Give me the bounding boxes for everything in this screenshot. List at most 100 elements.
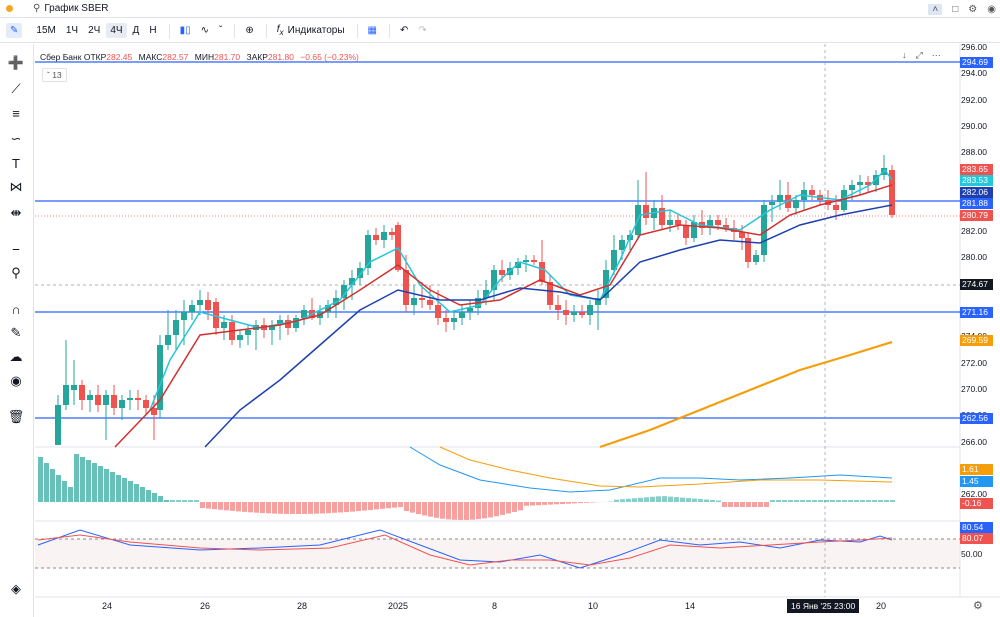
price-tick: 266.00 bbox=[961, 436, 987, 447]
macd-bar bbox=[332, 502, 337, 513]
compare-icon[interactable]: ⊕ bbox=[245, 25, 254, 36]
indicators-toggle[interactable]: ˇ 13 bbox=[42, 68, 67, 82]
forecast-icon[interactable]: ⇼ bbox=[10, 205, 22, 220]
macd-bar bbox=[296, 502, 301, 514]
settings-icon[interactable]: ⚙ bbox=[968, 3, 978, 15]
macd-bar bbox=[182, 500, 187, 502]
undo-icon[interactable]: ↶ bbox=[399, 25, 409, 36]
interval-week[interactable]: Н bbox=[149, 25, 157, 36]
candle-body bbox=[809, 190, 815, 195]
candle-body bbox=[157, 345, 163, 410]
candle-body bbox=[659, 208, 665, 225]
macd-bar bbox=[104, 469, 109, 502]
trash-icon[interactable]: 🗑 bbox=[7, 409, 25, 424]
crosshair-icon[interactable]: ➕ bbox=[7, 55, 25, 70]
macd-tag: -0.16 bbox=[960, 498, 993, 509]
macd-bar bbox=[470, 502, 475, 520]
chevron-down-icon[interactable]: ˇ bbox=[218, 25, 223, 36]
macd-bar bbox=[62, 481, 67, 502]
chart-canvas[interactable] bbox=[35, 44, 1000, 617]
divider bbox=[234, 23, 236, 38]
macd-bar bbox=[584, 502, 589, 503]
candle-body bbox=[277, 320, 283, 325]
collapse-icon[interactable]: ˄ bbox=[928, 3, 943, 15]
macd-bar bbox=[824, 500, 829, 502]
macd-bar bbox=[542, 502, 547, 505]
settings-icon[interactable]: ⚙ bbox=[973, 600, 983, 612]
macd-bar bbox=[722, 502, 727, 507]
chart-area[interactable] bbox=[35, 44, 1000, 617]
macd-bar bbox=[170, 500, 175, 502]
macd-bar bbox=[374, 502, 379, 510]
window-icon[interactable]: □ bbox=[952, 3, 959, 15]
search-icon[interactable]: ⚲ bbox=[33, 3, 41, 14]
interval-4h[interactable]: 4Ч bbox=[106, 23, 127, 38]
interval-15m[interactable]: 15M bbox=[36, 25, 56, 36]
price-tag: 271.16 bbox=[960, 307, 993, 318]
candle-body bbox=[739, 232, 745, 238]
download-icon[interactable]: ↓ bbox=[902, 50, 907, 60]
candle-body bbox=[269, 325, 275, 330]
candle-body bbox=[389, 232, 395, 235]
indicators-button[interactable]: fx Индикаторы bbox=[273, 22, 349, 39]
crosshair-date-label: 16 Янв '25 23:00 bbox=[787, 599, 860, 613]
templates-icon[interactable]: ▦ bbox=[367, 25, 377, 36]
macd-bar bbox=[314, 502, 319, 514]
candle-body bbox=[761, 205, 767, 255]
magnet-icon[interactable]: ∩ bbox=[11, 301, 21, 317]
macd-bar bbox=[320, 502, 325, 514]
pattern-icon[interactable]: ⋈ bbox=[9, 179, 23, 194]
macd-bar bbox=[464, 502, 469, 520]
eye-icon[interactable]: ◉ bbox=[10, 373, 22, 388]
macd-bar bbox=[80, 457, 85, 502]
macd-bar bbox=[506, 502, 511, 514]
text-icon[interactable]: T bbox=[12, 155, 20, 171]
interval-day[interactable]: Д bbox=[132, 25, 140, 36]
zoom-icon[interactable]: ⚲ bbox=[11, 265, 21, 280]
layers-icon[interactable]: ◈ bbox=[11, 581, 21, 596]
redo-icon[interactable]: ↷ bbox=[418, 25, 427, 36]
fullscreen-icon[interactable]: ⤢ bbox=[915, 50, 923, 60]
macd-bar bbox=[740, 502, 745, 507]
pencil-icon[interactable]: ✎ bbox=[6, 23, 23, 38]
lock-drawing-icon[interactable]: ✎ bbox=[10, 325, 22, 340]
macd-bar bbox=[794, 500, 799, 502]
candle-body bbox=[127, 398, 133, 400]
candles-icon[interactable]: ▮▯ bbox=[179, 25, 191, 36]
macd-bar bbox=[566, 502, 571, 504]
divider bbox=[388, 23, 390, 38]
left-drawing-toolbar: ➕ ⟋ ≡ ∽ T ⋈ ⇼ ⎯ ⚲ ∩ ✎ ☁ ◉ 🗑 ◈ bbox=[0, 44, 34, 617]
stoch-d-line bbox=[37, 534, 893, 566]
more-icon[interactable]: ⋯ bbox=[931, 50, 941, 60]
candle-body bbox=[459, 312, 465, 318]
trend-line-icon[interactable]: ⟋ bbox=[11, 81, 21, 96]
legend-low-label: МИН bbox=[194, 52, 215, 62]
macd-bar bbox=[344, 502, 349, 513]
candle-body bbox=[349, 278, 355, 285]
macd-bar bbox=[98, 466, 103, 502]
interval-2h[interactable]: 2Ч bbox=[88, 25, 101, 36]
line-chart-icon[interactable]: ∿ bbox=[200, 25, 209, 36]
brush-icon[interactable]: ∽ bbox=[10, 131, 22, 146]
camera-icon[interactable]: ◉ bbox=[987, 3, 996, 15]
lock-icon[interactable]: ☁ bbox=[9, 349, 23, 364]
macd-bar bbox=[266, 502, 271, 514]
price-tick: 288.00 bbox=[961, 147, 987, 158]
candle-body bbox=[491, 270, 497, 290]
macd-bar bbox=[350, 502, 355, 512]
indicator-count: 13 bbox=[52, 70, 62, 80]
macd-bar bbox=[260, 502, 265, 514]
macd-bar bbox=[44, 463, 49, 502]
price-tick: 270.00 bbox=[961, 383, 987, 394]
interval-1h[interactable]: 1Ч bbox=[65, 25, 79, 36]
fib-icon[interactable]: ≡ bbox=[12, 105, 20, 121]
candle-body bbox=[103, 395, 109, 405]
macd-bar bbox=[650, 496, 655, 502]
macd-bar bbox=[242, 502, 247, 512]
candle-body bbox=[707, 220, 713, 228]
macd-bar bbox=[488, 502, 493, 518]
macd-bar bbox=[398, 502, 403, 508]
divider bbox=[265, 23, 267, 38]
macd-bar bbox=[854, 500, 859, 502]
ruler-icon[interactable]: ⎯ bbox=[12, 241, 20, 256]
